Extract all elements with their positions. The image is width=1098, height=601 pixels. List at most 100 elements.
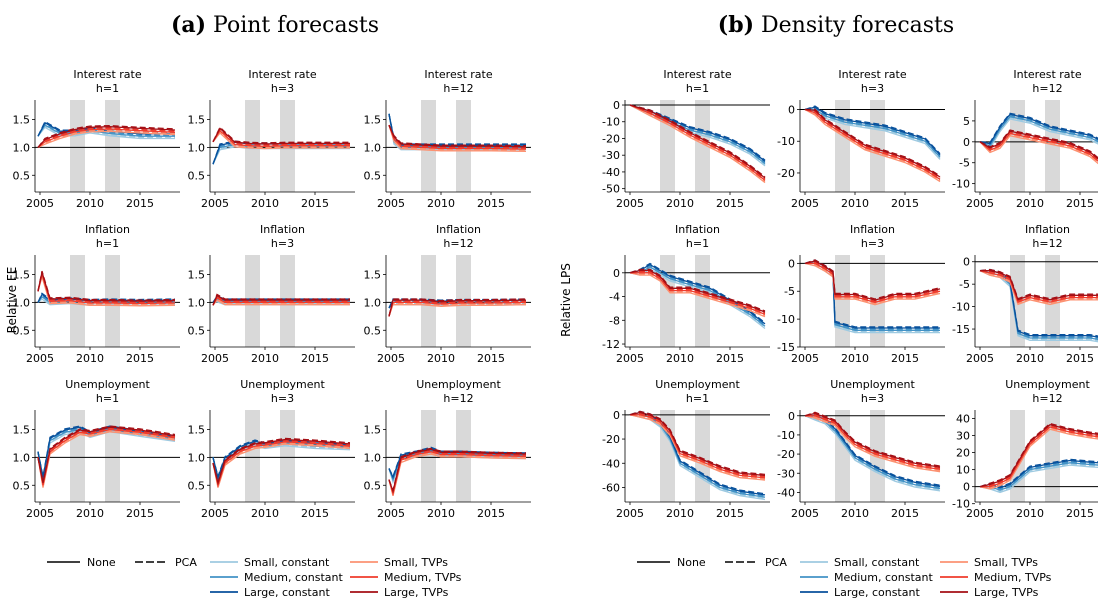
constant-series-line bbox=[979, 270, 1098, 341]
subplot-variable-title: Inflation bbox=[675, 223, 720, 236]
tvp-series-line bbox=[804, 108, 941, 183]
legend-label-model: Small, constant bbox=[244, 556, 330, 569]
tvp-series-line bbox=[629, 104, 766, 181]
y-tick-label: -20 bbox=[602, 433, 620, 446]
y-tick-label: 1.5 bbox=[364, 114, 382, 127]
constant-series-line bbox=[212, 439, 351, 479]
tvp-series-line bbox=[212, 130, 350, 149]
legend-label-model: Large, constant bbox=[244, 586, 330, 599]
tvp-series-line bbox=[804, 412, 941, 468]
y-tick-label: 0.5 bbox=[364, 479, 382, 492]
y-tick-label: -5 bbox=[959, 157, 970, 170]
subplot-horizon-title: h=1 bbox=[96, 237, 119, 250]
tvp-series-line bbox=[212, 297, 350, 306]
subplot-horizon-title: h=12 bbox=[1032, 392, 1062, 405]
constant-series-line bbox=[979, 270, 1098, 340]
panel-title-text: Density forecasts bbox=[754, 13, 954, 38]
x-tick-label: 2010 bbox=[841, 507, 869, 520]
tvp-series-line bbox=[212, 298, 350, 306]
constant-series-line bbox=[979, 114, 1098, 146]
y-tick-label: -30 bbox=[602, 149, 620, 162]
x-tick-label: 2010 bbox=[76, 352, 104, 365]
tvp-series-line bbox=[979, 130, 1098, 160]
x-tick-label: 2010 bbox=[251, 197, 279, 210]
tvp-series-line bbox=[37, 128, 176, 148]
x-tick-label: 2015 bbox=[891, 197, 919, 210]
y-tick-label: 0.5 bbox=[188, 479, 206, 492]
y-tick-label: 0 bbox=[963, 256, 970, 269]
tvp-series-line bbox=[979, 428, 1098, 490]
constant-series-line bbox=[804, 415, 941, 492]
x-tick-label: 2005 bbox=[26, 507, 54, 520]
legend-label-model: Medium, constant bbox=[834, 571, 933, 584]
legend-label-model: Small, TVPs bbox=[384, 556, 448, 569]
y-tick-label: -10 bbox=[952, 498, 970, 511]
tvp-series-line bbox=[804, 261, 941, 302]
recession-shade bbox=[280, 410, 295, 502]
legend-label-model: Large, TVPs bbox=[384, 586, 449, 599]
y-tick-label: 0 bbox=[613, 409, 620, 422]
subplot-horizon-title: h=1 bbox=[686, 237, 709, 250]
recession-shade bbox=[870, 100, 885, 192]
x-tick-label: 2005 bbox=[791, 197, 819, 210]
constant-series-line bbox=[37, 125, 175, 139]
tvp-series-line bbox=[37, 426, 176, 484]
y-tick-label: -10 bbox=[952, 178, 970, 191]
tvp-series-line bbox=[212, 438, 351, 486]
y-tick-label: 1.0 bbox=[13, 451, 31, 464]
subplot-variable-title: Unemployment bbox=[416, 378, 501, 391]
x-tick-label: 2010 bbox=[427, 197, 455, 210]
tvp-series-line bbox=[37, 129, 176, 148]
y-tick-label: -40 bbox=[602, 166, 620, 179]
y-tick-label: -10 bbox=[777, 429, 795, 442]
legend-label-none: None bbox=[87, 556, 116, 569]
constant-series-line bbox=[979, 270, 1098, 342]
tvp-series-line bbox=[804, 415, 941, 472]
x-tick-label: 2005 bbox=[616, 352, 644, 365]
constant-series-line bbox=[979, 268, 1098, 337]
recession-shade bbox=[870, 255, 885, 347]
tvp-series-line bbox=[388, 124, 527, 153]
tvp-series-line bbox=[388, 124, 527, 149]
tvp-series-line bbox=[804, 108, 941, 179]
y-tick-label: 1.5 bbox=[13, 269, 31, 282]
legend-label-pca: PCA bbox=[175, 556, 197, 569]
tvp-series-line bbox=[212, 437, 351, 485]
y-tick-label: 1.5 bbox=[188, 114, 206, 127]
y-tick-label: -4 bbox=[609, 291, 620, 304]
x-tick-label: 2015 bbox=[1066, 197, 1094, 210]
tvp-series-line bbox=[629, 268, 766, 312]
tvp-series-line bbox=[212, 128, 350, 146]
y-tick-label: -15 bbox=[952, 323, 970, 336]
constant-series-line bbox=[37, 292, 176, 303]
tvp-series-line bbox=[388, 447, 527, 493]
tvp-series-line bbox=[629, 104, 766, 184]
tvp-series-line bbox=[629, 271, 766, 314]
x-tick-label: 2015 bbox=[716, 352, 744, 365]
y-axis-label: Relative LPS bbox=[559, 263, 573, 337]
tvp-series-line bbox=[212, 132, 350, 150]
constant-series-line bbox=[980, 270, 1098, 338]
recession-shade bbox=[835, 255, 850, 347]
x-tick-label: 2015 bbox=[477, 197, 505, 210]
recession-shade bbox=[70, 100, 85, 192]
tvp-series-line bbox=[388, 124, 527, 150]
tvp-series-line bbox=[979, 427, 1098, 489]
recession-shade bbox=[660, 100, 675, 192]
subplot-variable-title: Unemployment bbox=[1005, 378, 1090, 391]
y-tick-label: -20 bbox=[602, 132, 620, 145]
x-tick-label: 2010 bbox=[1016, 352, 1044, 365]
tvp-series-line bbox=[388, 450, 527, 495]
tvp-series-line bbox=[804, 260, 941, 301]
x-tick-label: 2015 bbox=[301, 352, 329, 365]
subplot-variable-title: Inflation bbox=[85, 223, 130, 236]
x-tick-label: 2005 bbox=[26, 352, 54, 365]
tvp-series-line bbox=[979, 132, 1098, 162]
subplot-horizon-title: h=3 bbox=[861, 82, 884, 95]
